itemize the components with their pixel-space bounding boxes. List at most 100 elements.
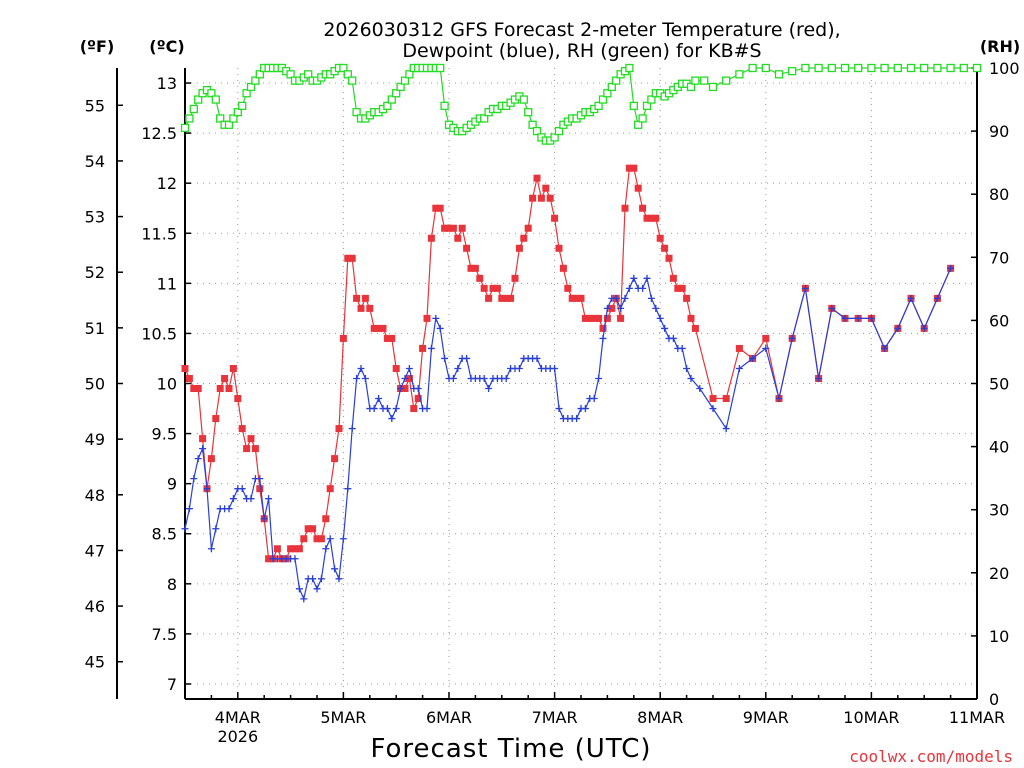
temperature-point	[449, 224, 457, 232]
temperature-point	[546, 194, 554, 202]
fahrenheit-tick-label: 45	[85, 653, 105, 672]
chart-title-line-1: 2026030312 GFS Forecast 2-meter Temperat…	[323, 19, 840, 41]
dewpoint-point	[181, 525, 189, 533]
temperature-point	[533, 174, 541, 182]
temperature-point	[489, 284, 497, 292]
dewpoint-point	[331, 565, 339, 573]
temperature-point	[185, 374, 193, 382]
temperature-point	[652, 214, 660, 222]
dewpoint-point	[291, 555, 299, 563]
dewpoint-point	[621, 294, 629, 302]
rh-tick-label: 90	[989, 122, 1009, 141]
dewpoint-point	[551, 364, 559, 372]
temperature-point	[630, 164, 638, 172]
dewpoint-point	[309, 575, 317, 583]
rh-point	[946, 63, 955, 73]
temperature-point	[273, 545, 281, 553]
temperature-point	[551, 214, 559, 222]
fahrenheit-tick-label: 46	[85, 597, 105, 616]
temperature-point	[586, 314, 594, 322]
dewpoint-point	[749, 354, 757, 362]
temperature-point	[366, 304, 374, 312]
temperature-point	[542, 184, 550, 192]
rh-point	[396, 82, 405, 92]
dewpoint-point	[678, 344, 686, 352]
temperature-point	[370, 324, 378, 332]
dewpoint-point	[502, 374, 510, 382]
dewpoint-point	[630, 274, 638, 282]
temperature-point	[375, 324, 383, 332]
rh-tick-label: 100	[989, 59, 1020, 78]
temperature-point	[625, 164, 633, 172]
temperature-point	[300, 535, 308, 543]
fahrenheit-tick-label: 53	[85, 208, 105, 227]
x-tick-label: 11MAR	[949, 708, 1005, 727]
dewpoint-point	[190, 475, 198, 483]
dewpoint-point	[463, 354, 471, 362]
rh-tick-label: 20	[989, 564, 1009, 583]
rh-point	[194, 95, 203, 104]
temperature-point	[287, 545, 295, 553]
dewpoint-point	[907, 294, 915, 302]
temperature-point	[379, 324, 387, 332]
temperature-point	[335, 425, 343, 433]
temperature-point	[564, 284, 572, 292]
temperature-point	[683, 294, 691, 302]
rh-point	[708, 82, 718, 92]
dewpoint-point	[595, 374, 603, 382]
grid-lines	[185, 68, 977, 699]
rh-point	[242, 89, 251, 98]
rh-point	[629, 101, 638, 111]
celsius-tick-label: 7	[167, 675, 177, 694]
temperature-point	[414, 395, 422, 403]
fahrenheit-tick-label: 52	[85, 263, 105, 282]
dewpoint-point	[335, 575, 343, 583]
dewpoint-point	[405, 364, 413, 372]
celsius-tick-label: 7.5	[152, 625, 177, 644]
temperature-point	[595, 314, 603, 322]
rh-point	[185, 114, 194, 123]
temperature-point	[410, 405, 418, 413]
rh-point	[748, 63, 757, 73]
temperature-point	[669, 274, 677, 282]
rh-tick-label: 0	[989, 690, 999, 709]
dewpoint-point	[185, 505, 193, 513]
credit-text: coolwx.com/models	[849, 747, 1013, 766]
dewpoint-point	[317, 575, 325, 583]
dewpoint-point	[828, 304, 836, 312]
rh-point	[211, 95, 220, 104]
temperature-point	[590, 314, 598, 322]
rh-point	[761, 63, 770, 73]
dewpoint-point	[573, 415, 581, 423]
rh-point	[634, 120, 643, 129]
temperature-point	[608, 304, 616, 312]
temperature-point	[709, 395, 717, 403]
temperature-point	[722, 395, 730, 403]
temperature-point	[225, 385, 233, 393]
rh-point	[352, 108, 361, 117]
rh-point	[906, 63, 916, 73]
rh-point	[598, 95, 608, 104]
rh-point	[233, 108, 242, 117]
temperature-point	[247, 435, 255, 443]
temperature-point	[326, 485, 334, 493]
dewpoint-point	[295, 585, 303, 593]
rh-point	[251, 76, 260, 85]
rh-tick-label: 80	[989, 185, 1009, 204]
rh-point	[880, 63, 889, 73]
temperature-point	[480, 284, 488, 292]
dewpoint-point	[735, 364, 743, 372]
temperature-point	[392, 364, 400, 372]
temperature-point	[678, 284, 686, 292]
dewpoint-point	[485, 385, 493, 393]
rh-point	[224, 120, 234, 129]
rh-point	[722, 76, 731, 85]
dewpoint-point	[555, 405, 563, 413]
dewpoint-point	[300, 595, 308, 603]
dewpoint-point	[788, 334, 796, 342]
rh-point	[387, 95, 396, 104]
dewpoint-point	[881, 344, 889, 352]
dewpoint-point	[436, 324, 444, 332]
temperature-point	[691, 324, 699, 332]
